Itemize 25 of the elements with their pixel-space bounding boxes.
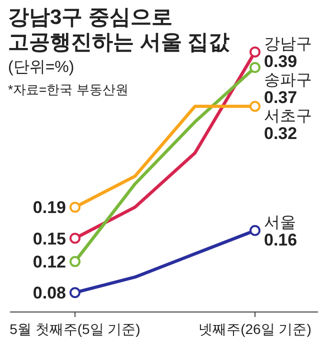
text: 강남3구 중심으로 고공행진하는 서울 집값	[8, 6, 230, 54]
point	[250, 225, 260, 236]
series-label: 송파구	[264, 72, 312, 89]
series-label: 서초구	[264, 108, 312, 125]
annotation: *자료=한국 부동산원	[8, 82, 128, 97]
text: (단위=%)	[8, 59, 74, 76]
data-label: 0.16	[264, 230, 298, 250]
x-tick-label: 5월 첫째주(5일 기준)	[10, 321, 140, 337]
data-label: 0.12	[32, 252, 66, 272]
data-label: 0.32	[264, 124, 298, 143]
point	[70, 287, 80, 298]
x-tick-label: 넷째주(26일 기준)	[198, 321, 312, 337]
data-label: 0.08	[32, 284, 66, 303]
point	[250, 100, 260, 112]
data-label: 0.39	[264, 52, 298, 71]
data-label: 0.15	[32, 229, 66, 248]
data-label: 0.37	[264, 88, 298, 107]
point	[250, 62, 260, 74]
data-label: 0.19	[32, 198, 66, 218]
point	[250, 46, 260, 58]
point	[70, 256, 80, 268]
point	[70, 202, 80, 213]
point	[70, 232, 80, 244]
series-label: 서울	[264, 214, 296, 232]
series-label: 강남구	[264, 36, 312, 53]
